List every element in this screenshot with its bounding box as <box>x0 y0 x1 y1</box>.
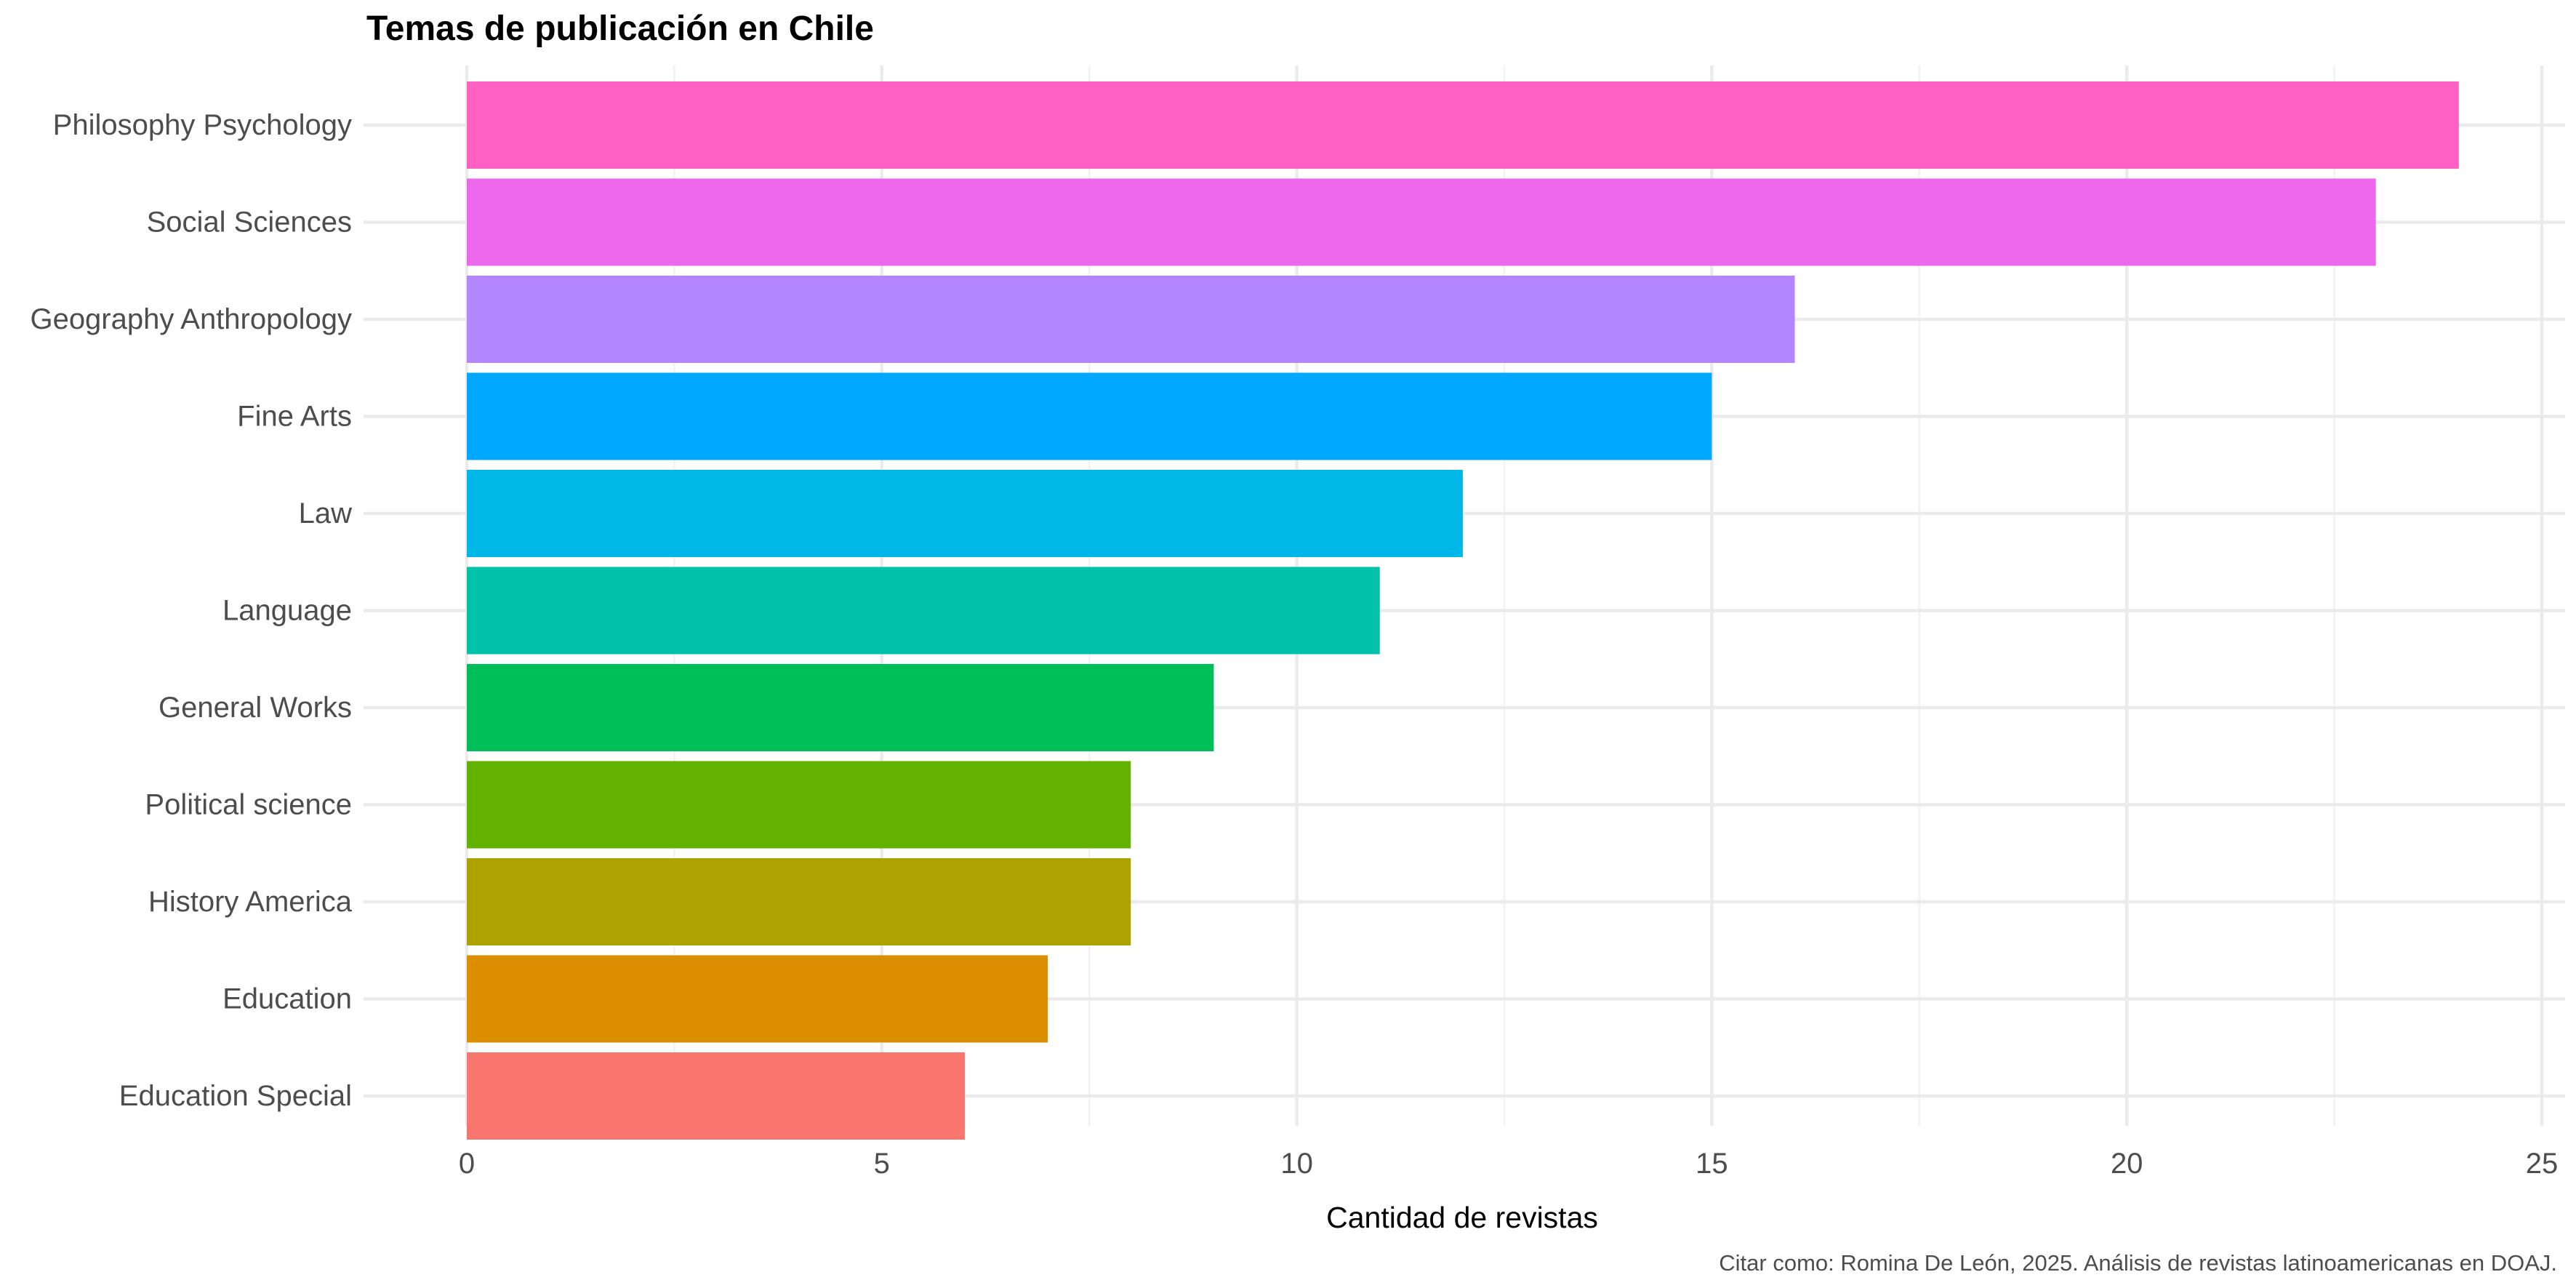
x-axis-labels: 0 5 10 15 20 25 <box>459 1148 2558 1180</box>
bar <box>467 1052 965 1140</box>
y-axis-labels: Philosophy Psychology Social Sciences Geog… <box>30 109 352 1112</box>
y-tick-label: Social Sciences <box>147 207 352 239</box>
y-tick-label: Geography Anthropology <box>30 303 352 335</box>
x-tick-label: 25 <box>2526 1148 2559 1180</box>
x-tick-label: 10 <box>1280 1148 1313 1180</box>
x-tick-label: 0 <box>459 1148 475 1180</box>
y-tick-label: History America <box>148 886 353 918</box>
bar <box>467 470 1463 557</box>
bar <box>467 955 1048 1043</box>
bar <box>467 567 1380 655</box>
y-tick-label: Philosophy Psychology <box>53 109 352 141</box>
bar <box>467 664 1214 751</box>
bar <box>467 178 2376 266</box>
x-axis-title: Cantidad de revistas <box>1326 1201 1598 1234</box>
bar <box>467 858 1131 945</box>
y-tick-label: Language <box>222 595 352 627</box>
x-tick-label: 20 <box>2111 1148 2143 1180</box>
y-tick-label: Education <box>222 983 352 1015</box>
y-tick-label: Political science <box>145 789 352 821</box>
chart-caption: Citar como: Romina De León, 2025. Anális… <box>1719 1250 2557 1276</box>
bar <box>467 372 1712 460</box>
x-tick-label: 15 <box>1696 1148 1728 1180</box>
y-tick-label: Education Special <box>119 1080 352 1112</box>
y-tick-label: Fine Arts <box>237 401 352 433</box>
bars <box>467 81 2459 1140</box>
chart-title: Temas de publicación en Chile <box>366 9 874 48</box>
bar <box>467 761 1131 849</box>
y-tick-label: Law <box>299 497 352 529</box>
bar <box>467 276 1795 363</box>
y-tick-label: General Works <box>159 692 352 724</box>
bar <box>467 81 2459 169</box>
x-tick-label: 5 <box>874 1148 890 1180</box>
